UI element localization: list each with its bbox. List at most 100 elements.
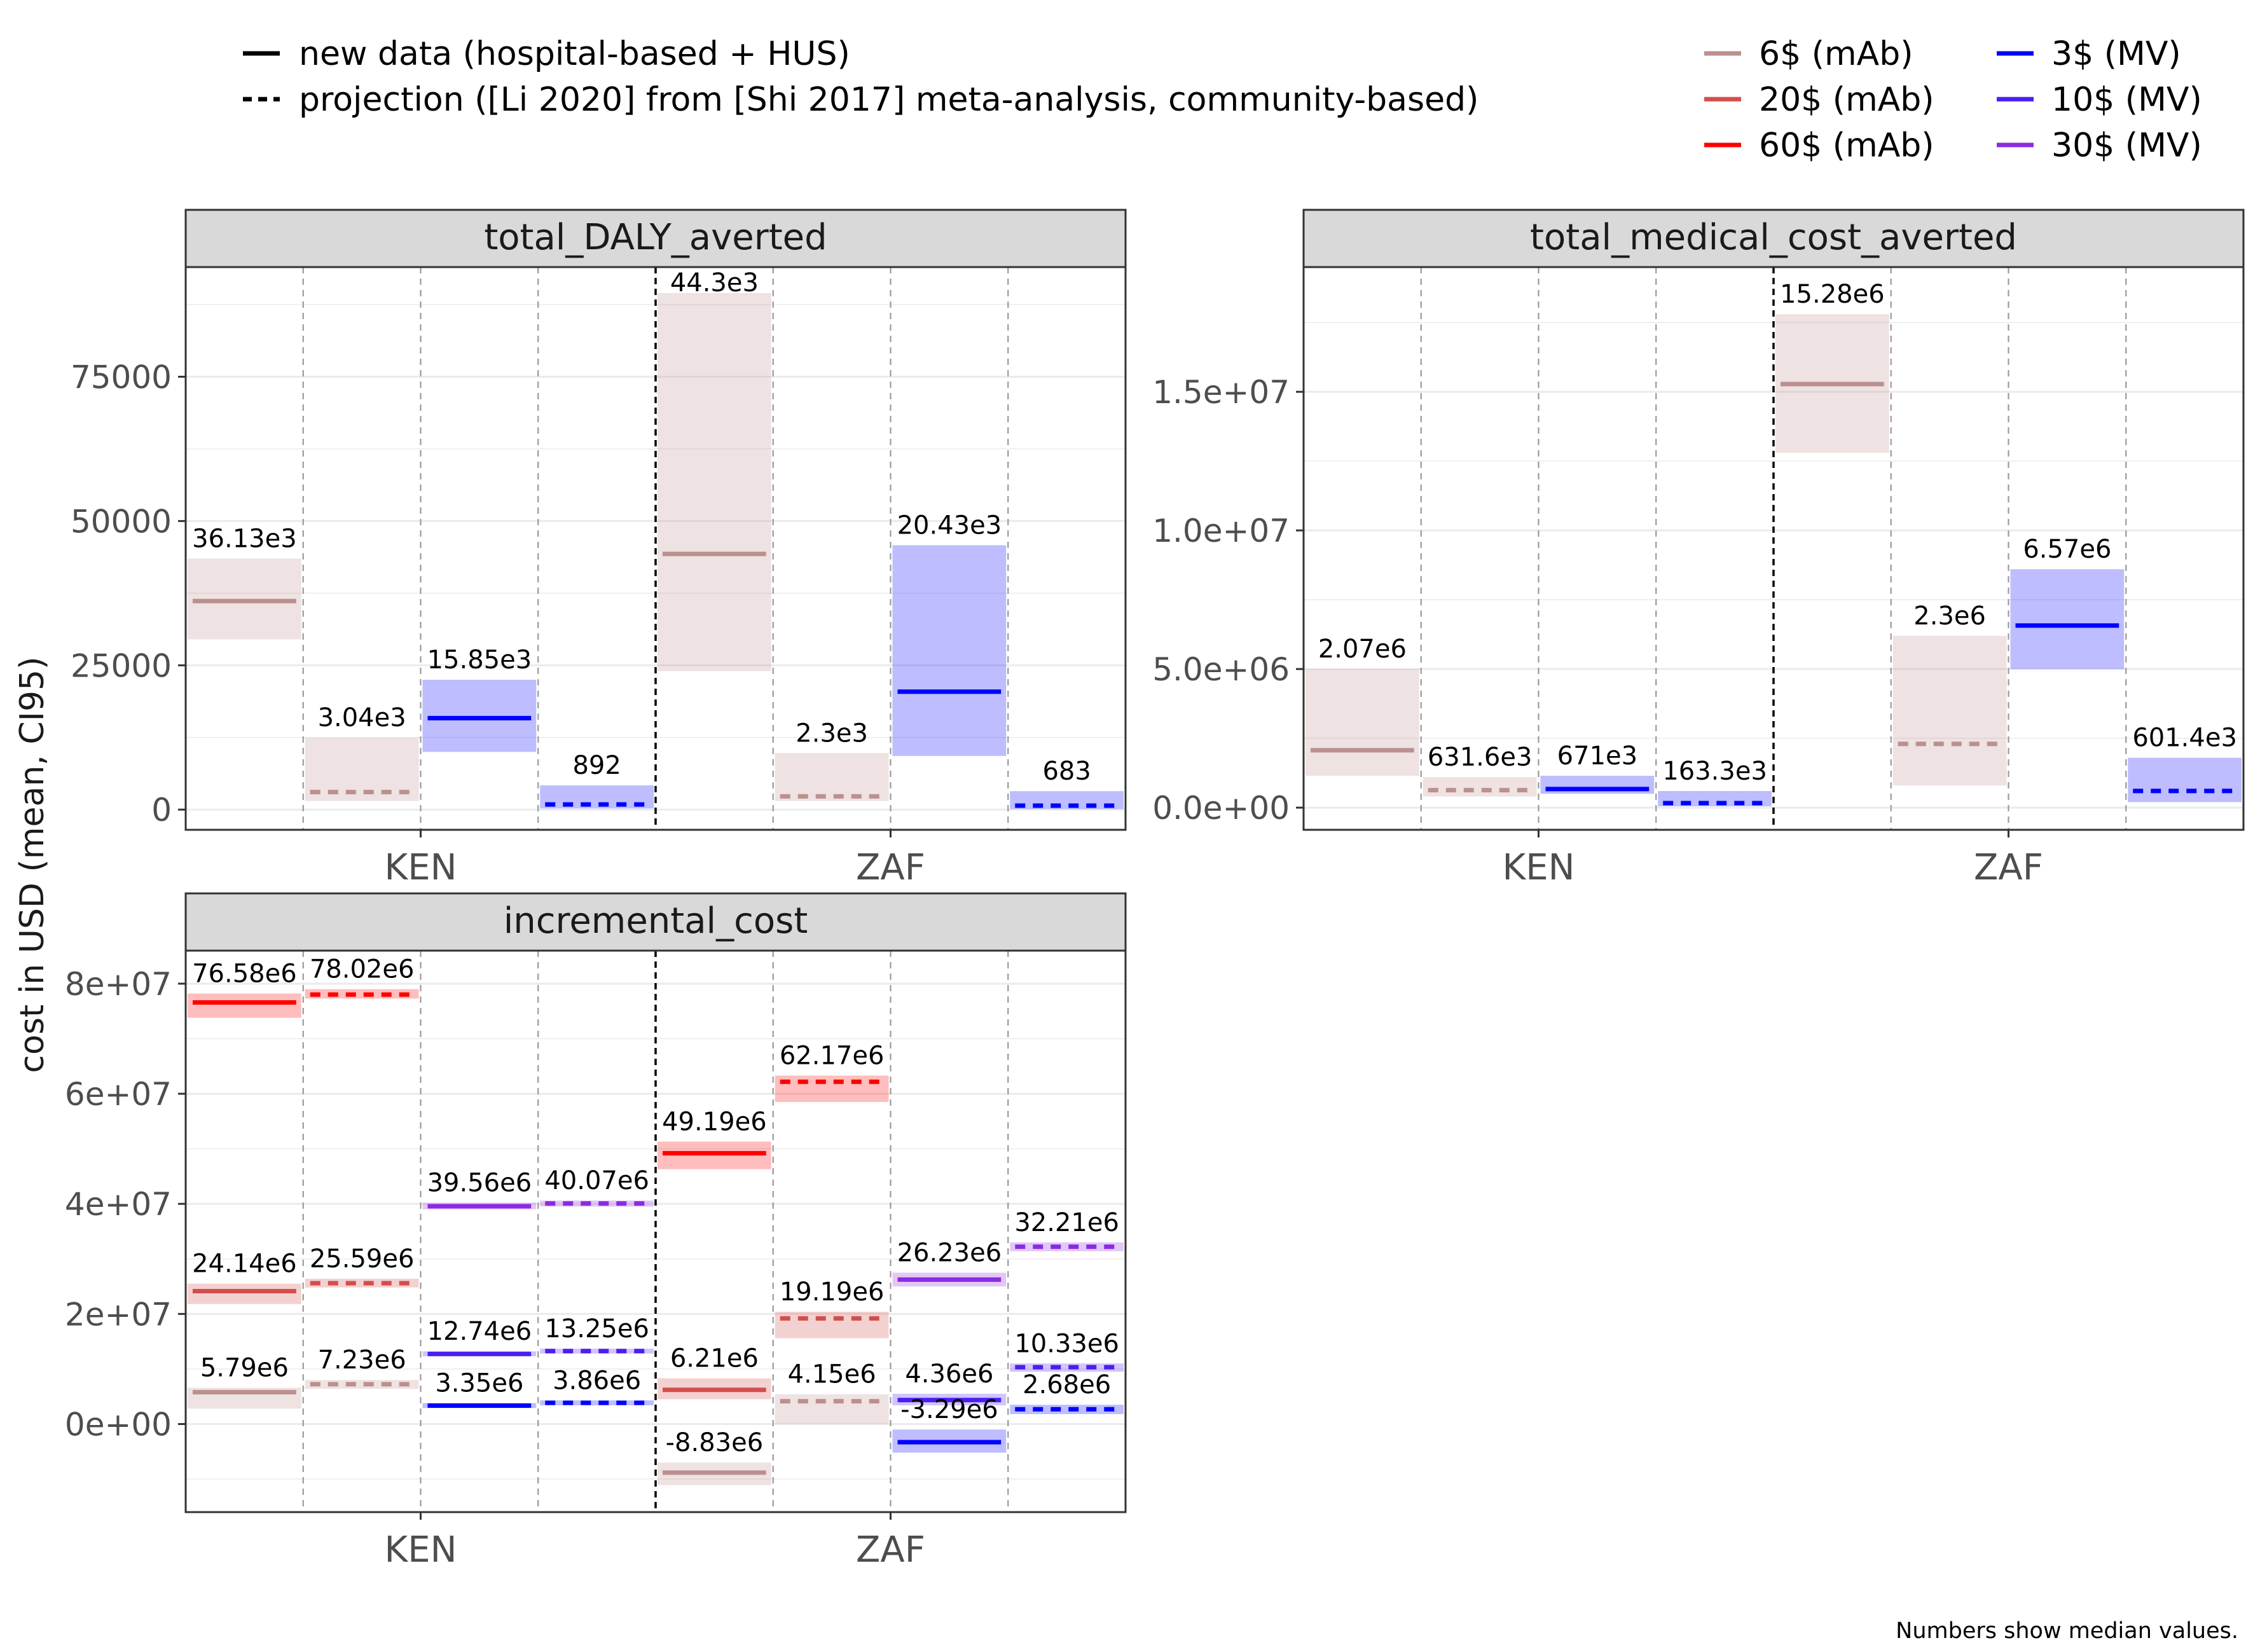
data-label: 671e3 (1557, 741, 1637, 771)
gridlines (1304, 322, 2243, 809)
legend-label-60-mab: 60$ (mAb) (1759, 127, 1934, 165)
crossbar: 2.07e6 (1306, 635, 1419, 776)
y-tick-label: 4e+07 (65, 1186, 172, 1223)
data-label: 19.19e6 (780, 1277, 885, 1307)
ci-band (775, 753, 889, 801)
legend-label-20-mab: 20$ (mAb) (1759, 81, 1934, 119)
crossbar: -3.29e6 (892, 1395, 1007, 1453)
data-label: 36.13e3 (192, 524, 297, 553)
crossbar: 15.85e3 (422, 645, 537, 752)
crossbar: 25.59e6 (305, 1244, 419, 1288)
y-tick-label: 0 (151, 792, 172, 829)
caption: Numbers show median values. (1896, 1618, 2238, 1644)
data-label: -3.29e6 (900, 1395, 998, 1424)
ci-band (1423, 777, 1537, 797)
y-tick-label: 5.0e+06 (1152, 651, 1290, 688)
crossbar: 2.3e6 (1892, 602, 2007, 786)
panel-title: incremental_cost (504, 900, 808, 942)
ci-band (658, 293, 771, 671)
data-label: 62.17e6 (780, 1042, 885, 1071)
ci-band (2010, 569, 2125, 670)
crossbar: 19.19e6 (775, 1277, 889, 1339)
crossbar: 49.19e6 (658, 1107, 771, 1169)
crossbar: 6.21e6 (658, 1344, 771, 1400)
panel-border (184, 266, 1127, 831)
data-label: 26.23e6 (897, 1238, 1002, 1267)
crossbar: 683 (1010, 757, 1124, 809)
crossbar: 44.3e3 (658, 268, 771, 671)
data-label: 10.33e6 (1014, 1329, 1119, 1358)
y-tick-label: 1.0e+07 (1152, 513, 1290, 549)
crossbar: 163.3e3 (1658, 757, 1772, 806)
x-tick-label-ken: KEN (385, 847, 457, 888)
panel-strip (184, 209, 1127, 268)
legend-label-3-mv: 3$ (MV) (2051, 35, 2181, 73)
ci-band (540, 1201, 654, 1207)
data-label: 3.35e6 (435, 1369, 523, 1398)
panel-total-medical-cost-averted: total_medical_cost_averted 0.0e+00 5.0e+06… (1152, 209, 2245, 888)
crossbar: 2.68e6 (1010, 1370, 1124, 1414)
ci-band (188, 993, 301, 1018)
x-tick-label-zaf: ZAF (856, 1529, 925, 1571)
y-tick-label: 8e+07 (65, 966, 172, 1003)
data-label: 13.25e6 (544, 1314, 649, 1344)
data-label: -8.83e6 (666, 1428, 764, 1457)
x-tick-label-ken: KEN (1503, 847, 1575, 888)
crossbar: 13.25e6 (540, 1314, 654, 1354)
panel-title: total_medical_cost_averted (1530, 217, 2017, 258)
ci-band (188, 1283, 301, 1304)
crossbar: -8.83e6 (658, 1428, 771, 1485)
crossbars: 36.13e3 3.04e3 15.85e3 892 44.3e3 2.3e3 20.43e… (188, 268, 1124, 809)
crossbar: 39.56e6 (422, 1168, 537, 1209)
panel-strip (184, 892, 1127, 952)
data-label: 4.15e6 (788, 1360, 876, 1389)
data-label: 5.79e6 (200, 1353, 289, 1382)
data-label: 2.68e6 (1023, 1370, 1111, 1400)
crossbar: 26.23e6 (892, 1238, 1007, 1287)
data-label: 12.74e6 (427, 1317, 532, 1346)
crossbar: 631.6e3 (1423, 743, 1537, 797)
y-tick-label: 0e+00 (65, 1406, 172, 1443)
data-label: 76.58e6 (192, 960, 297, 989)
data-label: 2.3e3 (796, 719, 868, 748)
data-label: 3.86e6 (553, 1366, 641, 1395)
legend-label-dashed: projection ([Li 2020] from [Shi 2017] me… (299, 81, 1478, 119)
crossbar: 78.02e6 (305, 955, 419, 999)
x-tick-label-zaf: ZAF (856, 847, 925, 888)
crossbar: 12.74e6 (422, 1317, 537, 1357)
crossbar: 40.07e6 (540, 1166, 654, 1207)
panel-title: total_DALY_averted (484, 217, 827, 258)
crossbar: 3.04e3 (305, 703, 419, 801)
data-label: 3.04e3 (318, 703, 406, 733)
data-label: 39.56e6 (427, 1168, 532, 1197)
data-label: 25.59e6 (310, 1244, 415, 1274)
y-tick-label: 50000 (71, 503, 172, 540)
data-label: 49.19e6 (662, 1107, 767, 1136)
crossbar: 7.23e6 (305, 1346, 419, 1389)
y-axis-label: cost in USD (mean, CI95) (13, 657, 52, 1073)
slot-separators (1420, 267, 2127, 830)
ci-band (540, 1400, 654, 1406)
y-tick-label: 2e+07 (65, 1296, 172, 1333)
data-label: 892 (572, 751, 621, 780)
chart-panels: total_DALY_averted 0 25000 50000 75000 KEN ZAF… (65, 209, 2245, 1571)
crossbar: 15.28e6 (1775, 280, 1889, 453)
crossbar: 601.4e3 (2128, 724, 2242, 802)
slot-separators (302, 267, 1009, 830)
y-tick-label: 6e+07 (65, 1076, 172, 1113)
data-label: 601.4e3 (2132, 724, 2237, 753)
crossbar: 2.3e3 (775, 719, 889, 801)
panel-incremental-cost: incremental_cost 0e+00 2e+07 4e+07 6e+07 8e+0… (65, 892, 1127, 1571)
legend-label-solid: new data (hospital-based + HUS) (299, 35, 850, 73)
y-tick-label: 75000 (71, 359, 172, 396)
data-label: 2.07e6 (1318, 635, 1407, 664)
ci-band (892, 545, 1007, 756)
crossbar: 4.36e6 (892, 1359, 1007, 1406)
data-label: 15.28e6 (1780, 280, 1885, 309)
data-label: 2.3e6 (1913, 602, 1986, 631)
color-legend: 6$ (mAb) 20$ (mAb) 60$ (mAb) 3$ (MV) 10$ (MV… (1704, 35, 2202, 165)
crossbar: 3.35e6 (422, 1369, 537, 1408)
y-tick-label: 1.5e+07 (1152, 374, 1290, 411)
y-tick-label: 25000 (71, 647, 172, 684)
